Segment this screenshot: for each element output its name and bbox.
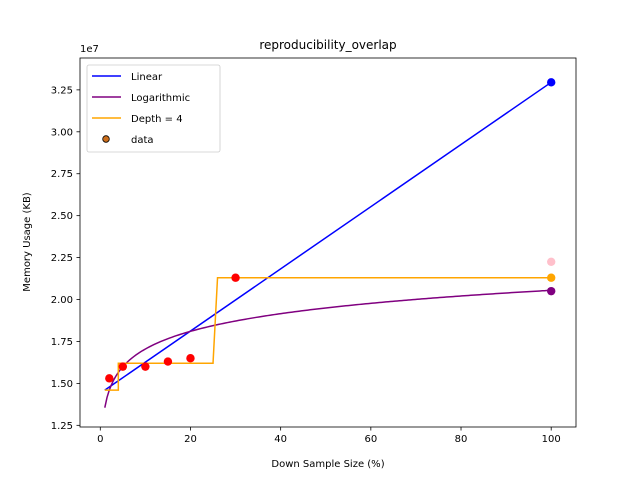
y-tick-label: 1.50 [51, 379, 73, 390]
x-tick-label: 20 [184, 434, 197, 445]
x-tick-label: 80 [455, 434, 468, 445]
x-tick-label: 60 [364, 434, 377, 445]
data-point [105, 374, 114, 383]
legend: Linear Logarithmic Depth = 4 data [86, 64, 221, 153]
axes: 0 20 40 60 80 100 1.25 1.50 1.75 2.00 2.25 2.50 2.75… [51, 57, 577, 445]
y-tick-label: 3.00 [51, 127, 73, 138]
data-point [547, 286, 556, 296]
series-line-logarithmic [104, 289, 552, 408]
data-point [118, 362, 128, 371]
y-tick-label: 1.75 [51, 337, 73, 348]
x-tick-label: 100 [542, 434, 561, 445]
chart-title: reproducibility_overlap [259, 38, 396, 52]
legend-label-data: data [131, 135, 154, 146]
y-tick-label: 2.25 [51, 253, 73, 264]
data-point [547, 273, 556, 282]
data-point [163, 357, 173, 366]
data-point [186, 354, 195, 363]
x-tick-label: 0 [97, 434, 103, 445]
legend-marker-data [102, 135, 110, 143]
data-point [547, 78, 556, 87]
plot-area [104, 78, 556, 408]
x-axis-title: Down Sample Size (%) [271, 459, 384, 470]
y-tick-label: 2.75 [51, 169, 73, 180]
data-point [231, 273, 240, 282]
y-offset-label: 1e7 [80, 44, 99, 55]
y-tick-label: 3.25 [51, 85, 73, 96]
series-group [104, 78, 556, 408]
y-axis-title: Memory Usage (KB) [22, 192, 33, 292]
y-tick-label: 2.00 [51, 295, 73, 306]
legend-box [86, 64, 221, 153]
data-point [141, 362, 150, 371]
series-line-linear [104, 81, 552, 391]
legend-label-depth-4: Depth = 4 [131, 114, 183, 125]
legend-label-logarithmic: Logarithmic [131, 93, 190, 104]
y-tick-label: 2.50 [51, 211, 73, 222]
x-tick-label: 40 [274, 434, 287, 445]
y-tick-label: 1.25 [51, 421, 73, 432]
axes-frame [79, 57, 577, 428]
data-point [547, 257, 556, 266]
legend-label-linear: Linear [131, 72, 163, 83]
